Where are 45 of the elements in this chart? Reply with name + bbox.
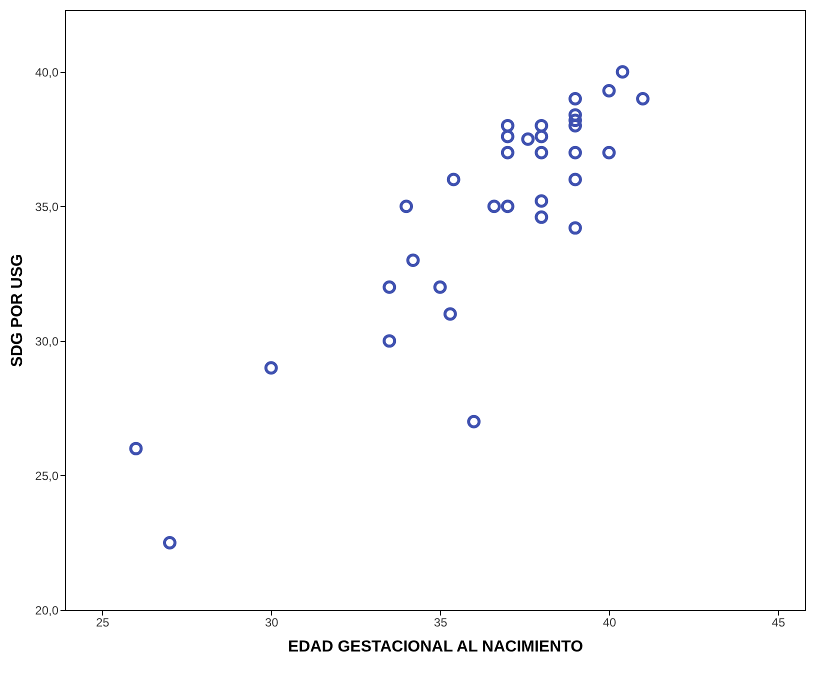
point bbox=[636, 92, 650, 106]
point bbox=[616, 65, 630, 79]
x-tick-label: 45 bbox=[772, 616, 786, 630]
point bbox=[500, 200, 514, 214]
point bbox=[487, 200, 501, 214]
point bbox=[443, 307, 457, 321]
point bbox=[534, 146, 548, 160]
point bbox=[534, 130, 548, 144]
point bbox=[568, 92, 582, 106]
point bbox=[568, 146, 582, 160]
point bbox=[433, 280, 447, 294]
point bbox=[382, 280, 396, 294]
point bbox=[467, 414, 481, 428]
x-tick-label: 40 bbox=[602, 616, 617, 630]
point bbox=[500, 118, 514, 132]
point bbox=[602, 146, 616, 160]
point bbox=[500, 130, 514, 144]
point bbox=[382, 334, 396, 348]
point bbox=[568, 221, 582, 235]
point bbox=[568, 108, 582, 122]
point bbox=[521, 132, 535, 146]
point bbox=[534, 210, 548, 224]
point bbox=[602, 84, 616, 98]
point bbox=[446, 172, 460, 186]
x-tick-label: 30 bbox=[264, 616, 279, 630]
y-tick-label: 30,0 bbox=[35, 334, 59, 348]
y-tick-label: 20,0 bbox=[35, 604, 59, 618]
point bbox=[264, 361, 278, 375]
x-tick-label: 25 bbox=[96, 616, 110, 630]
point bbox=[568, 118, 582, 132]
point bbox=[400, 200, 414, 214]
x-tick-label: 35 bbox=[434, 616, 448, 630]
point bbox=[534, 194, 548, 208]
y-axis-title: SDG POR USG bbox=[9, 254, 26, 367]
point bbox=[129, 442, 143, 456]
point bbox=[568, 114, 582, 128]
y-tick-label: 35,0 bbox=[35, 200, 59, 214]
x-axis-title: EDAD GESTACIONAL AL NACIMIENTO bbox=[288, 638, 584, 656]
point bbox=[534, 118, 548, 132]
point bbox=[406, 253, 420, 267]
point bbox=[500, 146, 514, 160]
y-tick-label: 40,0 bbox=[35, 65, 59, 80]
y-tick-label: 25,0 bbox=[35, 468, 59, 483]
point bbox=[568, 172, 582, 186]
point bbox=[163, 536, 176, 550]
